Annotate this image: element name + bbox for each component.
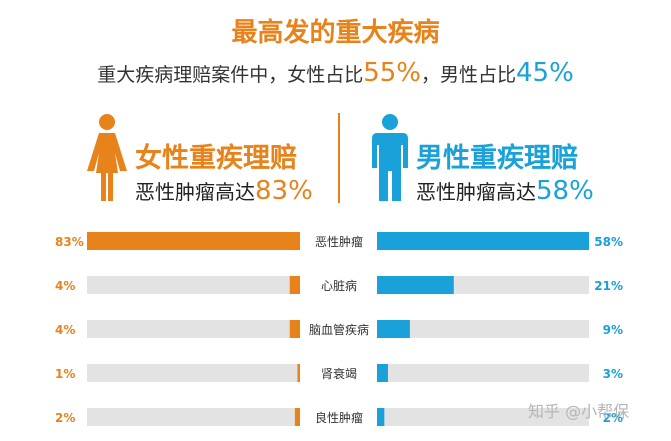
female-bar (87, 232, 300, 250)
male-bar-track (377, 408, 589, 426)
female-bar-track (87, 320, 300, 338)
subtitle-female-pct: 55% (363, 58, 421, 88)
male-value-label: 3% (603, 367, 623, 381)
female-figure-icon (87, 114, 127, 201)
female-value-label: 83% (55, 235, 84, 249)
male-value-label: 58% (594, 235, 623, 249)
subtitle-prefix: 重大疾病理赔案件中，女性占比 (97, 64, 364, 86)
watermark: 知乎 @小帮保 (528, 402, 630, 421)
female-panel-sub: 恶性肿瘤高达83% (135, 176, 313, 206)
subtitle: 重大疾病理赔案件中，女性占比55%，男性占比45% (0, 58, 671, 88)
subtitle-middle: ，男性占比 (421, 64, 517, 86)
male-bar-track (377, 364, 589, 382)
male-panel-title: 男性重疾理赔 (416, 143, 578, 174)
male-value-label: 9% (603, 323, 623, 337)
female-bar (289, 320, 300, 338)
female-bar (297, 364, 300, 382)
male-bar-track (377, 320, 589, 338)
page-title: 最高发的重大疾病 (231, 18, 440, 48)
female-sub-prefix: 恶性肿瘤高达 (135, 180, 255, 204)
female-value-label: 4% (55, 279, 75, 293)
male-bar (377, 232, 589, 250)
female-value-label: 2% (55, 411, 75, 425)
category-label: 恶性肿瘤 (315, 234, 363, 249)
female-value-label: 4% (55, 323, 75, 337)
female-panel-title: 女性重疾理赔 (135, 143, 297, 174)
male-sub-pct: 58% (536, 176, 594, 206)
male-bar (377, 364, 388, 382)
category-label: 脑血管疾病 (309, 322, 369, 337)
female-sub-pct: 83% (255, 176, 313, 206)
category-label: 良性肿瘤 (315, 410, 363, 425)
category-label: 肾衰竭 (321, 366, 357, 381)
male-panel-sub: 恶性肿瘤高达58% (416, 176, 594, 206)
female-bar-track (87, 364, 300, 382)
male-sub-prefix: 恶性肿瘤高达 (416, 180, 536, 204)
male-value-label: 2% (603, 411, 623, 425)
female-bar (294, 408, 300, 426)
male-bar (377, 408, 385, 426)
panel-divider (338, 113, 340, 203)
male-figure-icon (372, 114, 408, 201)
category-label: 心脏病 (321, 278, 357, 293)
female-bar-track (87, 276, 300, 294)
subtitle-male-pct: 45% (516, 58, 574, 88)
male-bar (377, 320, 410, 338)
female-bar-track (87, 408, 300, 426)
male-value-label: 21% (594, 279, 623, 293)
male-bar (377, 276, 454, 294)
female-bar (289, 276, 300, 294)
female-value-label: 1% (55, 367, 75, 381)
